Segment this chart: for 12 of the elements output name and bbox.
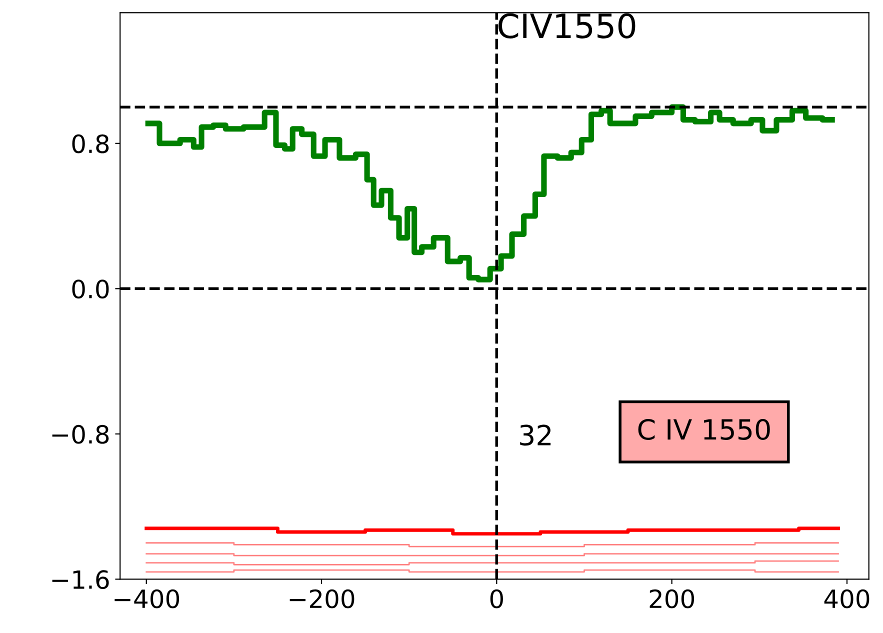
x-tick-label: 200 <box>650 589 694 608</box>
y-tick-label: 0.0 <box>72 280 109 299</box>
y-tick-label: 0.8 <box>72 134 109 154</box>
y-tick-label: −0.8 <box>52 424 109 444</box>
x-tick-label: −200 <box>290 589 354 608</box>
annotation: 32 <box>520 424 551 446</box>
x-tick-label: 0 <box>490 589 503 608</box>
x-tick-label: −400 <box>114 589 180 608</box>
annotation: C IV 1550 <box>638 418 770 440</box>
x-tick-label: 400 <box>824 589 870 608</box>
y-tick-label: −1.6 <box>52 570 109 590</box>
ref-line-label: CIV1550 <box>498 13 636 38</box>
